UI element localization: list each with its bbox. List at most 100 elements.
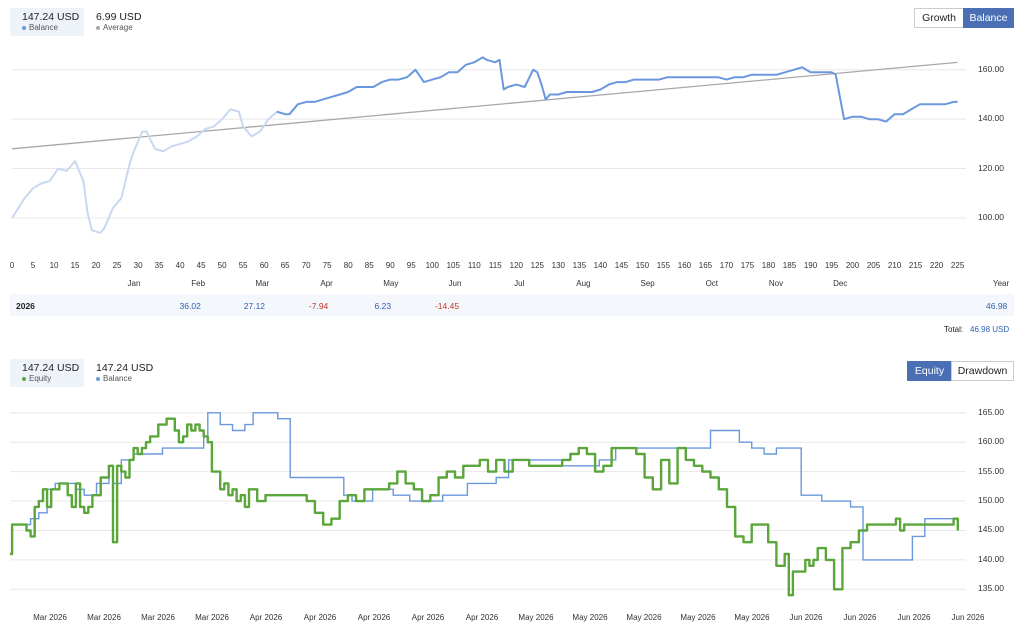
- balance-stat-value: 147.24 USD: [22, 11, 80, 23]
- x-tick-label: Apr 2026: [357, 613, 391, 622]
- x-tick-label: 40: [175, 261, 185, 270]
- x-tick-label: Apr 2026: [303, 613, 337, 622]
- month-label: Jun: [448, 279, 462, 288]
- balance-line-faded: [11, 108, 286, 234]
- x-tick-label: Jun 2026: [789, 613, 823, 622]
- x-tick-label: Mar 2026: [33, 613, 67, 622]
- drawdown-button[interactable]: Drawdown: [951, 361, 1014, 381]
- x-tick-label: 205: [866, 261, 881, 270]
- average-line: [11, 61, 958, 150]
- x-tick-label: Apr 2026: [465, 613, 499, 622]
- x-tick-label: 95: [406, 261, 416, 270]
- x-tick-label: 220: [929, 261, 944, 270]
- x-tick-label: 75: [322, 261, 332, 270]
- y-tick-label: 100.00: [978, 211, 1004, 222]
- equity-stat-box: 147.24 USD Equity: [10, 359, 84, 387]
- month-label: Apr: [320, 279, 333, 288]
- x-tick-label: 90: [385, 261, 395, 270]
- y-tick-label: 160.00: [978, 63, 1004, 74]
- x-tick-label: 140: [593, 261, 608, 270]
- balance-stat-label: Balance: [22, 23, 58, 32]
- balance-legend-dot: [22, 25, 26, 30]
- x-tick-label: 210: [887, 261, 902, 270]
- x-tick-label: 145: [614, 261, 629, 270]
- equity-chart: [10, 412, 966, 597]
- monthly-value: -14.45: [434, 301, 460, 311]
- x-tick-label: 10: [49, 261, 59, 270]
- x-tick-label: 65: [280, 261, 290, 270]
- month-label: Jan: [127, 279, 141, 288]
- x-tick-label: May 2026: [680, 613, 716, 622]
- equity-stat-value: 147.24 USD: [22, 362, 80, 374]
- x-tick-label: 215: [908, 261, 923, 270]
- x-tick-label: 135: [572, 261, 587, 270]
- x-tick-label: 80: [343, 261, 353, 270]
- x-tick-label: 30: [133, 261, 143, 270]
- x-tick-label: 5: [30, 261, 36, 270]
- x-tick-label: 0: [9, 261, 15, 270]
- month-label: Feb: [191, 279, 206, 288]
- x-tick-label: 120: [509, 261, 523, 270]
- row-year: 2026: [16, 301, 35, 311]
- balance-stat-box: 147.24 USD Balance: [10, 8, 84, 36]
- x-tick-label: 170: [719, 261, 734, 270]
- top-grid: [12, 69, 966, 219]
- year-header: Year: [993, 279, 1010, 288]
- x-tick-label: 85: [364, 261, 374, 270]
- bottom-balance-legend-dot: [96, 376, 100, 381]
- average-stat-value: 6.99 USD: [96, 11, 142, 23]
- x-tick-label: 155: [656, 261, 671, 270]
- growth-button[interactable]: Growth: [914, 8, 964, 28]
- bottom-balance-line: [10, 412, 958, 561]
- equity-line: [10, 417, 959, 597]
- x-tick-label: Jun 2026: [843, 613, 877, 622]
- y-tick-label: 135.00: [978, 583, 1004, 594]
- x-tick-label: 185: [782, 261, 797, 270]
- top-lines: [11, 56, 958, 234]
- average-legend-dot: [96, 25, 100, 30]
- table-row: 2026: [10, 294, 1014, 316]
- average-stat-label: Average: [96, 23, 133, 32]
- x-tick-label: 100: [425, 261, 439, 270]
- x-tick-label: 150: [635, 261, 650, 270]
- x-tick-label: 70: [301, 261, 311, 270]
- month-label: Nov: [768, 279, 784, 288]
- x-tick-label: 125: [530, 261, 545, 270]
- bottom-lines: [10, 412, 959, 597]
- x-tick-label: 105: [446, 261, 460, 270]
- balance-chart: [11, 56, 966, 234]
- monthly-value: 27.12: [243, 301, 266, 311]
- month-label: Oct: [705, 279, 719, 288]
- month-label: May: [383, 279, 399, 288]
- x-tick-label: 195: [824, 261, 839, 270]
- y-tick-label: 165.00: [978, 406, 1004, 417]
- month-label: Sep: [640, 279, 655, 288]
- monthly-value: 6.23: [374, 301, 392, 311]
- month-label: Dec: [833, 279, 848, 288]
- y-tick-label: 140.00: [978, 553, 1004, 564]
- y-tick-label: 120.00: [978, 162, 1004, 173]
- y-tick-label: 150.00: [978, 495, 1004, 506]
- x-tick-label: 45: [196, 261, 206, 270]
- x-tick-label: 15: [70, 261, 80, 270]
- x-tick-label: Mar 2026: [141, 613, 175, 622]
- x-tick-label: Jun 2026: [951, 613, 985, 622]
- equity-button[interactable]: Equity: [907, 361, 952, 381]
- equity-stat-label: Equity: [22, 374, 51, 383]
- balance-button[interactable]: Balance: [963, 8, 1014, 28]
- x-tick-label: May 2026: [734, 613, 770, 622]
- y-tick-label: 155.00: [978, 465, 1004, 476]
- x-tick-label: 50: [217, 261, 227, 270]
- monthly-value: 36.02: [179, 301, 201, 311]
- x-tick-label: 175: [740, 261, 755, 270]
- x-tick-label: 110: [467, 261, 481, 270]
- x-tick-label: 200: [845, 261, 860, 270]
- x-tick-label: Mar 2026: [87, 613, 121, 622]
- month-label: Aug: [576, 279, 591, 288]
- month-label: Mar: [255, 279, 270, 288]
- y-tick-label: 145.00: [978, 524, 1004, 535]
- bottom-balance-stat-value: 147.24 USD: [96, 362, 154, 374]
- x-tick-label: 20: [91, 261, 101, 270]
- x-tick-label: 115: [488, 261, 502, 270]
- year-total: 46.98: [986, 301, 1008, 311]
